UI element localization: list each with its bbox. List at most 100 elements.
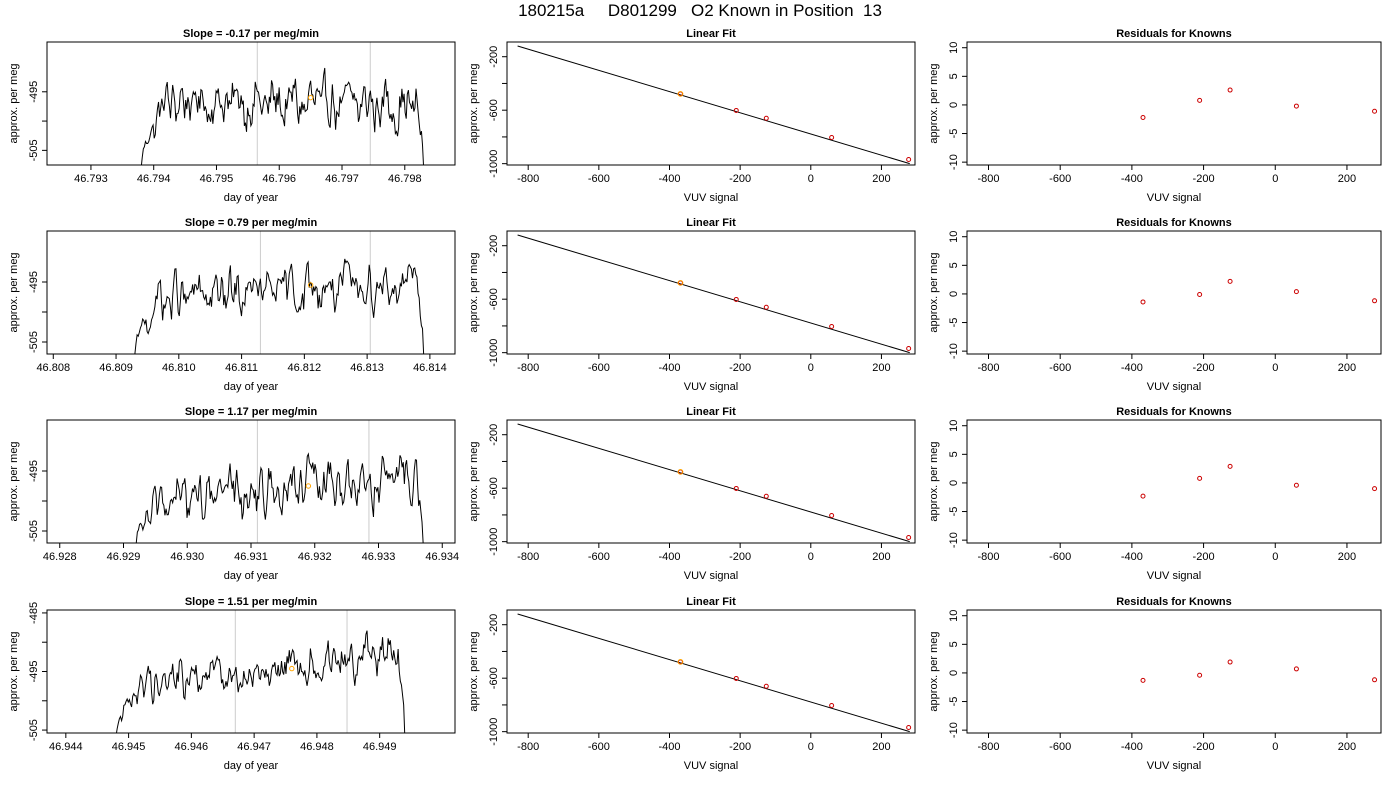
x-tick-label: -400	[1121, 362, 1143, 374]
x-tick-label: 46.947	[237, 741, 271, 753]
y-tick-label: -505	[28, 331, 40, 353]
data-point	[733, 675, 739, 681]
x-tick-label: 200	[872, 551, 890, 563]
data-point	[829, 323, 835, 329]
y-tick-label: -10	[948, 722, 960, 738]
x-tick-label: 46.798	[388, 173, 422, 185]
y-tick-label: -10	[948, 532, 960, 548]
data-point	[1293, 666, 1299, 672]
data-point	[763, 683, 769, 689]
plot-frame	[966, 609, 1382, 734]
data-point	[1197, 475, 1203, 481]
x-tick-label: -800	[517, 551, 539, 563]
x-tick-label: 0	[1272, 173, 1278, 185]
x-tick-label: 0	[1272, 362, 1278, 374]
panel-4-1: Slope = 1.51 per meg/min 46.944 46.945 46.9…	[8, 596, 456, 772]
panel-4-2: Linear Fit -800 -600 -400 -200 0 200 -200 -600 -1…	[468, 596, 916, 772]
y-axis-label: approx. per meg	[928, 631, 940, 711]
data-point	[1140, 493, 1146, 499]
x-axis-label: day of year	[224, 760, 279, 772]
highlight-point	[307, 94, 314, 101]
x-tick-label: 46.948	[300, 741, 334, 753]
y-tick-label: 0	[948, 480, 960, 486]
y-axis-label: approx. per meg	[468, 63, 480, 143]
signal-trace	[134, 258, 425, 354]
x-tick-label: 46.814	[413, 362, 447, 374]
x-axis-label: VUV signal	[684, 381, 738, 393]
plot-frame	[966, 41, 1382, 166]
x-tick-label: 46.808	[36, 362, 70, 374]
data-point	[829, 134, 835, 140]
x-axis-label: VUV signal	[684, 570, 738, 582]
y-tick-label: 5	[948, 73, 960, 79]
x-tick-label: 46.929	[107, 551, 141, 563]
x-tick-label: -200	[1193, 741, 1215, 753]
panel-3-3: Residuals for Knowns -800 -600 -400 -200 0 200…	[928, 406, 1382, 582]
y-axis-label: approx. per meg	[928, 63, 940, 143]
y-axis-label: approx. per meg	[8, 631, 20, 711]
x-tick-label: 46.793	[74, 173, 108, 185]
plot-title: Linear Fit	[686, 596, 736, 608]
data-point	[1197, 97, 1203, 103]
data-point	[829, 512, 835, 518]
data-point	[1140, 677, 1146, 683]
x-tick-label: -200	[729, 362, 751, 374]
x-tick-label: 0	[1272, 551, 1278, 563]
x-tick-label: 46.797	[325, 173, 359, 185]
y-tick-label: -485	[28, 602, 40, 624]
x-tick-label: 200	[1338, 551, 1356, 563]
plot-frame	[506, 609, 916, 734]
x-tick-label: -200	[729, 741, 751, 753]
y-tick-label: -495	[28, 81, 40, 103]
x-tick-label: 46.794	[137, 173, 171, 185]
x-tick-label: -200	[729, 551, 751, 563]
y-tick-label: 0	[948, 102, 960, 108]
data-point	[1227, 659, 1233, 665]
y-axis-label: approx. per meg	[468, 631, 480, 711]
signal-trace	[115, 630, 406, 733]
y-tick-label: -200	[488, 235, 500, 257]
y-tick-label: -5	[948, 129, 960, 139]
x-tick-label: 200	[872, 362, 890, 374]
y-tick-label: -200	[488, 46, 500, 68]
y-tick-label: 10	[948, 420, 960, 432]
y-axis-label: approx. per meg	[8, 252, 20, 332]
y-tick-label: -505	[28, 719, 40, 741]
y-tick-label: -1000	[488, 339, 500, 367]
data-point	[829, 702, 835, 708]
x-tick-label: -800	[977, 173, 999, 185]
signal-trace	[140, 67, 424, 165]
data-point	[1197, 672, 1203, 678]
panel-4-3: Residuals for Knowns -800 -600 -400 -200 0 200…	[928, 596, 1382, 772]
fit-line	[517, 234, 910, 354]
x-axis-label: day of year	[224, 192, 279, 204]
panel-1-1: Slope = -0.17 per meg/min 46.793 46.794 46.…	[8, 28, 456, 204]
data-point	[1293, 482, 1299, 488]
x-tick-label: -600	[1049, 551, 1071, 563]
data-point	[1197, 292, 1203, 298]
y-tick-label: 5	[948, 641, 960, 647]
x-axis-label: VUV signal	[1147, 192, 1201, 204]
plot-title: Slope = 1.51 per meg/min	[185, 596, 318, 608]
x-tick-label: -400	[1121, 173, 1143, 185]
panel-2-1: Slope = 0.79 per meg/min 46.808 46.809 46.8…	[8, 217, 456, 393]
x-tick-label: -600	[588, 741, 610, 753]
y-axis-label: approx. per meg	[928, 441, 940, 521]
y-axis-label: approx. per meg	[928, 252, 940, 332]
highlight-point	[677, 90, 684, 97]
plot-frame	[506, 419, 916, 544]
y-tick-label: -505	[28, 139, 40, 161]
x-tick-label: -800	[517, 173, 539, 185]
x-tick-label: -800	[977, 362, 999, 374]
x-tick-label: -600	[588, 551, 610, 563]
signal-trace	[135, 452, 424, 543]
x-tick-label: 200	[872, 741, 890, 753]
data-point	[906, 346, 912, 352]
x-tick-label: -200	[729, 173, 751, 185]
highlight-point	[677, 468, 684, 475]
main-title: 180215a D801299 O2 Known in Position 13	[518, 1, 882, 20]
plot-title: Residuals for Knowns	[1116, 28, 1232, 40]
y-axis-label: approx. per meg	[8, 63, 20, 143]
x-tick-label: 46.810	[162, 362, 196, 374]
